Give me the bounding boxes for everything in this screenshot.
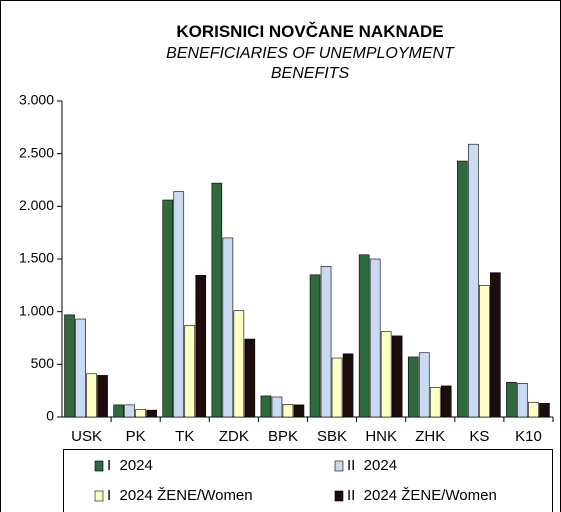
x-tick-label: HNK xyxy=(365,428,397,445)
x-tick-label: ZHK xyxy=(415,428,445,445)
bar xyxy=(407,356,419,418)
bar xyxy=(86,373,97,418)
chart-title: KORISNICI NOVČANE NAKNADE xyxy=(176,22,444,41)
bar xyxy=(429,387,441,418)
bar xyxy=(342,353,354,418)
y-tick-label: 1.000 xyxy=(19,302,54,318)
bar xyxy=(173,191,185,418)
bar xyxy=(244,338,256,418)
bar xyxy=(233,310,245,418)
x-tick-label: KS xyxy=(469,428,489,445)
legend-box xyxy=(63,449,553,512)
bar xyxy=(271,396,283,418)
x-tick-label: BPK xyxy=(268,428,298,445)
bar xyxy=(113,404,124,418)
bar xyxy=(391,335,403,418)
bar xyxy=(97,375,108,418)
bar xyxy=(380,331,392,418)
bar xyxy=(320,266,332,418)
bar xyxy=(162,199,174,418)
bar xyxy=(260,395,272,418)
bar xyxy=(75,318,86,418)
bar xyxy=(479,285,490,418)
x-tick-label: ZDK xyxy=(219,428,249,445)
bar xyxy=(457,160,468,418)
legend-swatch xyxy=(94,490,104,502)
bar xyxy=(528,401,539,418)
bar xyxy=(184,325,196,418)
bar xyxy=(517,382,528,418)
y-tick-label: 500 xyxy=(31,355,55,371)
bar xyxy=(468,143,479,418)
bar xyxy=(293,404,305,418)
bar xyxy=(124,404,135,418)
legend-label: I 2024 ŽENE/Women xyxy=(107,487,253,504)
bar xyxy=(440,385,452,418)
bar xyxy=(490,272,501,418)
bar xyxy=(135,409,146,418)
legend-label: II 2024 xyxy=(347,457,397,474)
bar xyxy=(418,352,430,418)
y-tick-label: 2.500 xyxy=(19,144,54,160)
x-tick-label: TK xyxy=(175,428,194,445)
bar xyxy=(369,258,381,418)
x-tick-label: SBK xyxy=(317,428,347,445)
legend-swatch xyxy=(94,460,104,472)
legend-label: I 2024 xyxy=(107,457,153,474)
bar xyxy=(222,237,234,418)
bar xyxy=(64,314,75,418)
bar xyxy=(358,254,370,418)
chart-subtitle: BENEFICIARIES OF UNEMPLOYMENT BENEFITS xyxy=(166,45,454,82)
bar xyxy=(282,404,294,418)
x-tick-label: USK xyxy=(71,428,102,445)
y-tick-label: 2.000 xyxy=(19,197,54,213)
bar xyxy=(539,403,550,418)
x-tick-label: PK xyxy=(126,428,146,445)
y-tick-label: 0 xyxy=(46,408,54,424)
bar xyxy=(309,274,321,418)
y-tick-label: 1.500 xyxy=(19,250,54,266)
x-tick-label: K10 xyxy=(515,428,542,445)
y-tick-label: 3.000 xyxy=(19,92,54,108)
bar xyxy=(211,182,223,418)
bar xyxy=(146,409,157,418)
legend-swatch xyxy=(334,460,344,472)
legend-label: II 2024 ŽENE/Women xyxy=(347,487,497,504)
bar xyxy=(331,357,343,418)
legend-swatch xyxy=(334,490,344,502)
bar xyxy=(506,381,517,418)
bar xyxy=(195,275,207,418)
